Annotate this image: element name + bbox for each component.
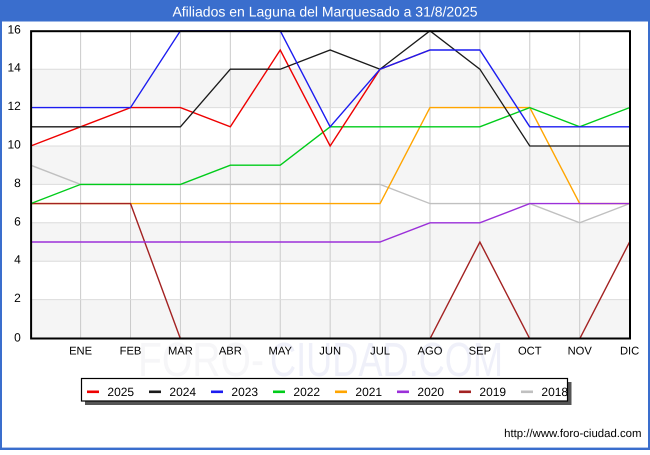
svg-text:MAR: MAR	[168, 346, 193, 358]
svg-text:0: 0	[14, 330, 21, 344]
svg-text:JUN: JUN	[319, 346, 341, 358]
svg-text:2022: 2022	[293, 385, 320, 399]
svg-text:16: 16	[7, 22, 21, 36]
svg-text:2023: 2023	[231, 385, 258, 399]
svg-text:ABR: ABR	[219, 346, 242, 358]
svg-text:2019: 2019	[479, 385, 506, 399]
svg-text:8: 8	[14, 176, 21, 190]
svg-text:4: 4	[14, 253, 21, 267]
svg-text:10: 10	[7, 138, 21, 152]
svg-text:MAY: MAY	[269, 346, 293, 358]
svg-text:2020: 2020	[417, 385, 444, 399]
svg-text:JUL: JUL	[370, 346, 390, 358]
svg-text:NOV: NOV	[568, 346, 593, 358]
svg-text:2021: 2021	[355, 385, 382, 399]
svg-text:2: 2	[14, 291, 21, 305]
svg-text:12: 12	[7, 99, 21, 113]
svg-text:SEP: SEP	[469, 346, 491, 358]
svg-text:FEB: FEB	[120, 346, 142, 358]
svg-text:14: 14	[7, 61, 21, 75]
svg-text:6: 6	[14, 214, 21, 228]
svg-text:2025: 2025	[107, 385, 134, 399]
svg-text:OCT: OCT	[518, 346, 542, 358]
svg-text:AGO: AGO	[418, 346, 443, 358]
svg-text:2018: 2018	[541, 385, 568, 399]
svg-text:DIC: DIC	[620, 346, 639, 358]
svg-text:http://www.foro-ciudad.com: http://www.foro-ciudad.com	[504, 428, 641, 440]
svg-text:2024: 2024	[169, 385, 196, 399]
svg-text:Afiliados en Laguna del Marque: Afiliados en Laguna del Marquesado a 31/…	[172, 3, 477, 19]
svg-text:ENE: ENE	[69, 346, 92, 358]
